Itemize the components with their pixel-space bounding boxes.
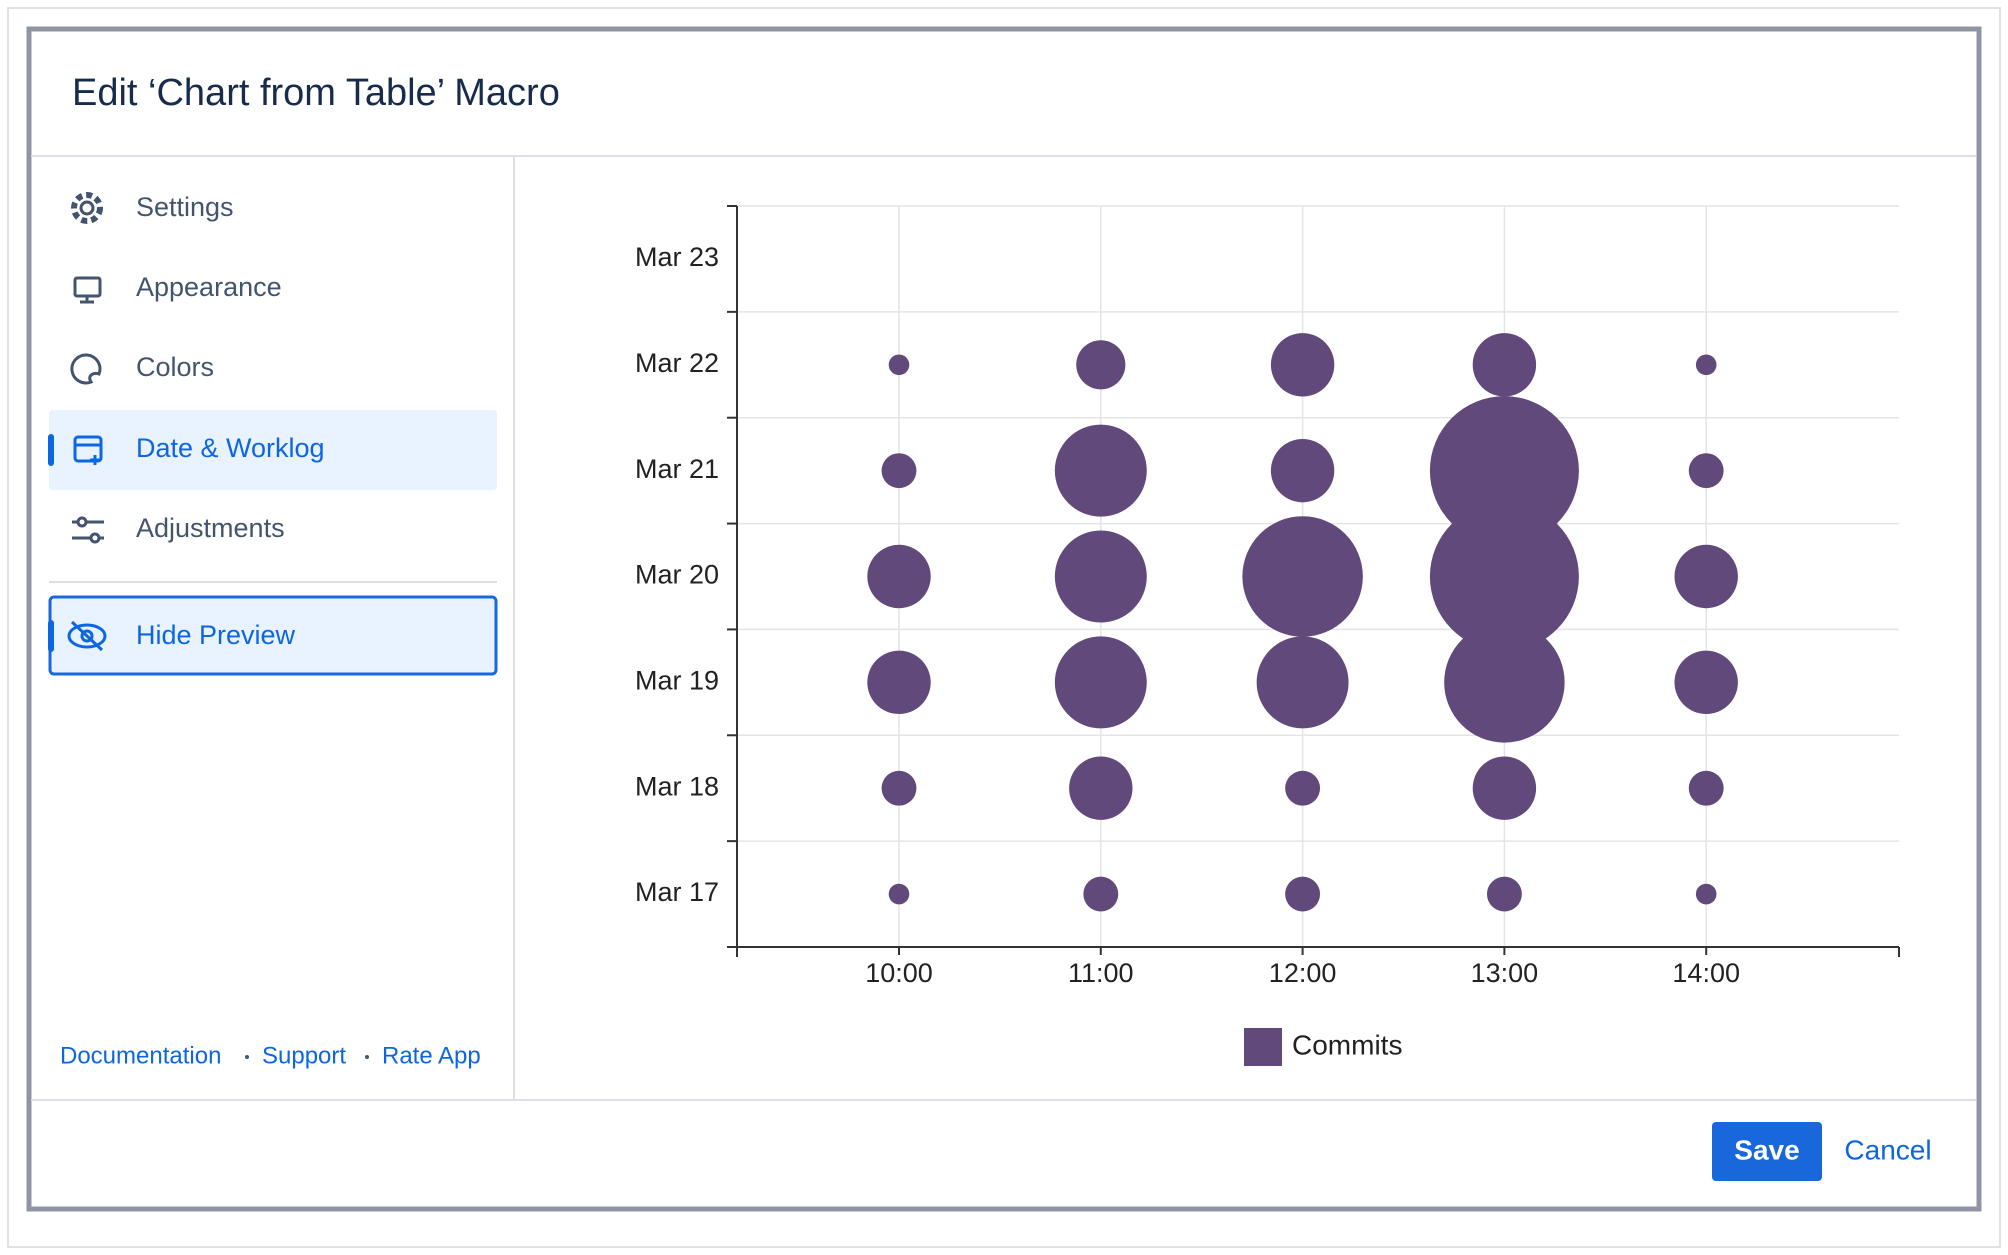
footer-link[interactable]: Support [262, 1042, 346, 1069]
bubble [1076, 340, 1126, 390]
y-tick-label: Mar 23 [635, 242, 719, 272]
bubble [1429, 502, 1579, 651]
menu-item[interactable]: Appearance [136, 272, 282, 302]
link-separator [365, 1055, 369, 1059]
bubble [867, 650, 931, 715]
bubble [881, 453, 917, 489]
legend-swatch [1244, 1028, 1282, 1066]
adjust-knob [89, 532, 101, 544]
bubble [1688, 770, 1724, 806]
cancel-button[interactable]: Cancel [1844, 1134, 1931, 1165]
x-tick-label: 11:00 [1068, 958, 1134, 988]
bubble [1256, 636, 1349, 729]
chart: Mar 17 Mar 18 Mar 19 Mar 20 Mar 21 Mar 22 Mar … [635, 205, 1900, 1066]
bubble [1054, 530, 1147, 623]
y-tick-label: Mar 21 [635, 454, 719, 484]
legend-label: Commits [1292, 1029, 1402, 1060]
hide-icon-slash [70, 620, 104, 652]
x-tick-label: 10:00 [865, 958, 933, 988]
x-tick-label: 13:00 [1471, 958, 1539, 988]
y-tick-label: Mar 18 [635, 771, 719, 801]
bubble [1695, 354, 1717, 376]
dialog-title: Edit ‘Chart from Table’ Macro [72, 72, 560, 114]
hide-icon [67, 623, 107, 649]
hide-preview-label[interactable]: Hide Preview [136, 620, 296, 650]
y-tick-label: Mar 17 [635, 877, 719, 907]
settings-icon [71, 192, 103, 224]
bubble [1444, 622, 1565, 743]
x-tick-label: 14:00 [1672, 958, 1740, 988]
hide-icon-pupil [80, 629, 94, 643]
date-icon-plus [90, 455, 100, 465]
footer-link[interactable]: Rate App [382, 1042, 481, 1069]
settings-icon-core [79, 200, 95, 216]
icons [67, 192, 107, 652]
bubble [1695, 883, 1717, 905]
date-icon [73, 435, 103, 463]
bubble [1069, 756, 1133, 820]
adjust-knob [76, 516, 88, 528]
button-indicator [48, 620, 54, 652]
bubble [1674, 544, 1738, 609]
bubble [867, 544, 931, 609]
menu-indicator [48, 434, 54, 466]
bubble [888, 883, 910, 905]
menu-item[interactable]: Colors [136, 352, 214, 382]
x-tick-label: 12:00 [1269, 958, 1337, 988]
menu-item[interactable]: Settings [136, 192, 234, 222]
menu-selected-bg [49, 410, 497, 490]
footer-link[interactable]: Documentation [60, 1042, 221, 1069]
bubble [881, 770, 917, 806]
menu-item[interactable]: Date & Worklog [136, 433, 325, 463]
bubble [1083, 876, 1119, 912]
bubble [1285, 770, 1321, 806]
y-tick-label: Mar 22 [635, 348, 719, 378]
bubble [1688, 453, 1724, 489]
save-label[interactable]: Save [1734, 1134, 1799, 1165]
bubble [1054, 424, 1147, 517]
link-separator [245, 1055, 249, 1059]
bubble [1472, 756, 1537, 820]
bubble [1285, 876, 1321, 912]
y-tick-label: Mar 20 [635, 560, 719, 590]
bubble [1486, 876, 1522, 912]
bubble [888, 354, 910, 376]
colors-icon [70, 353, 102, 385]
bubble [1242, 516, 1363, 637]
bubble [1054, 636, 1147, 729]
bubble [1270, 333, 1335, 397]
y-tick-label: Mar 19 [635, 665, 719, 695]
bubble [1270, 438, 1335, 503]
save-button[interactable] [1712, 1122, 1822, 1181]
menu-item[interactable]: Adjustments [136, 513, 285, 543]
bubble [1472, 333, 1537, 397]
bubble [1429, 396, 1579, 546]
bubble [1674, 650, 1738, 715]
